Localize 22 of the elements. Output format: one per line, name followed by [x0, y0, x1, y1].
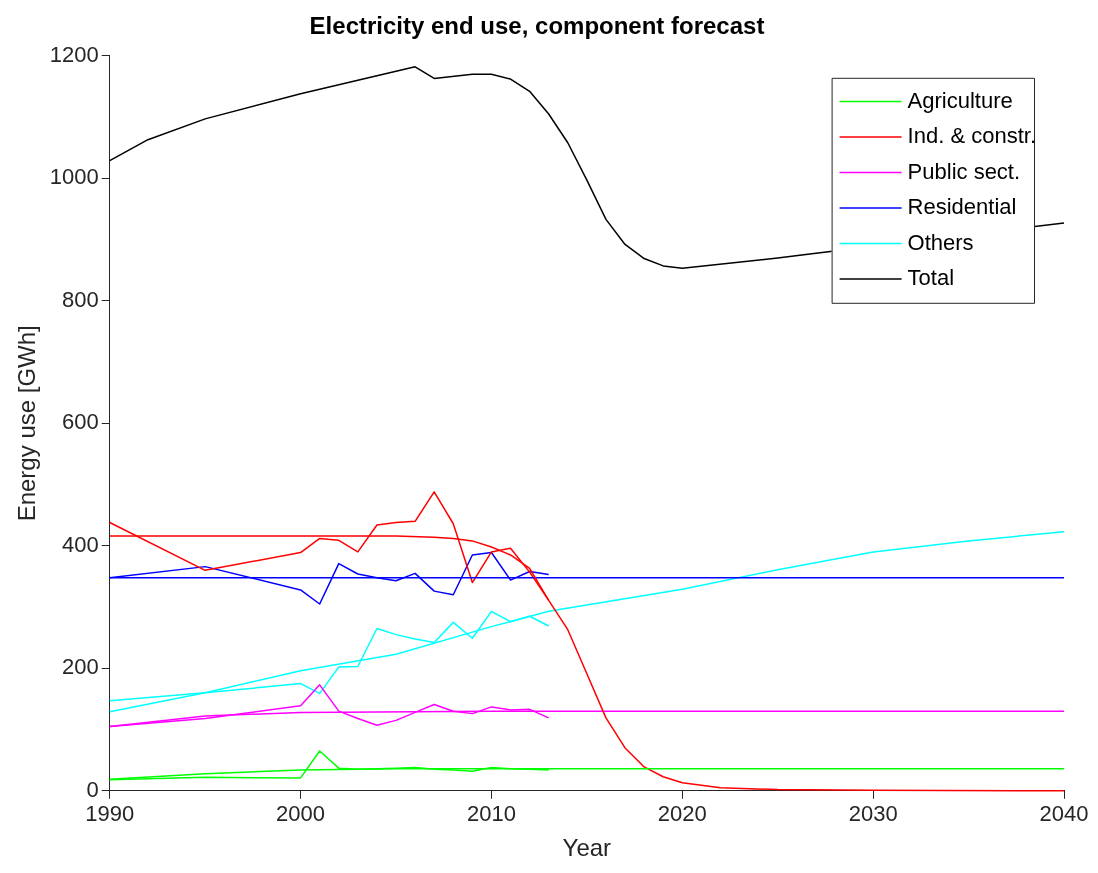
y-tick-label: 1000: [49, 164, 99, 190]
y-tick-label: 0: [86, 776, 99, 802]
y-tick-label: 600: [62, 409, 99, 435]
y-tick-label: 200: [62, 654, 99, 680]
legend-label: Residential: [907, 194, 1017, 220]
y-tick-label: 800: [62, 286, 99, 312]
chart-title: Electricity end use, component forecast: [309, 12, 765, 40]
y-tick-label: 400: [62, 531, 99, 557]
legend-label: Others: [907, 229, 974, 255]
x-tick-label: 2030: [848, 801, 898, 827]
y-axis-title: Energy use [GWh]: [13, 325, 41, 522]
x-tick-label: 2010: [466, 801, 516, 827]
x-tick-label: 2040: [1039, 801, 1089, 827]
x-tick-label: 2020: [657, 801, 707, 827]
y-tick-label: 1200: [49, 41, 99, 67]
legend-label: Public sect.: [907, 158, 1021, 184]
x-axis-title: Year: [562, 834, 612, 862]
legend-label: Ind. & constr.: [907, 123, 1036, 149]
legend-label: Total: [907, 265, 955, 291]
x-tick-label: 1990: [85, 801, 135, 827]
legend-label: Agriculture: [907, 87, 1013, 113]
x-tick-label: 2000: [276, 801, 326, 827]
